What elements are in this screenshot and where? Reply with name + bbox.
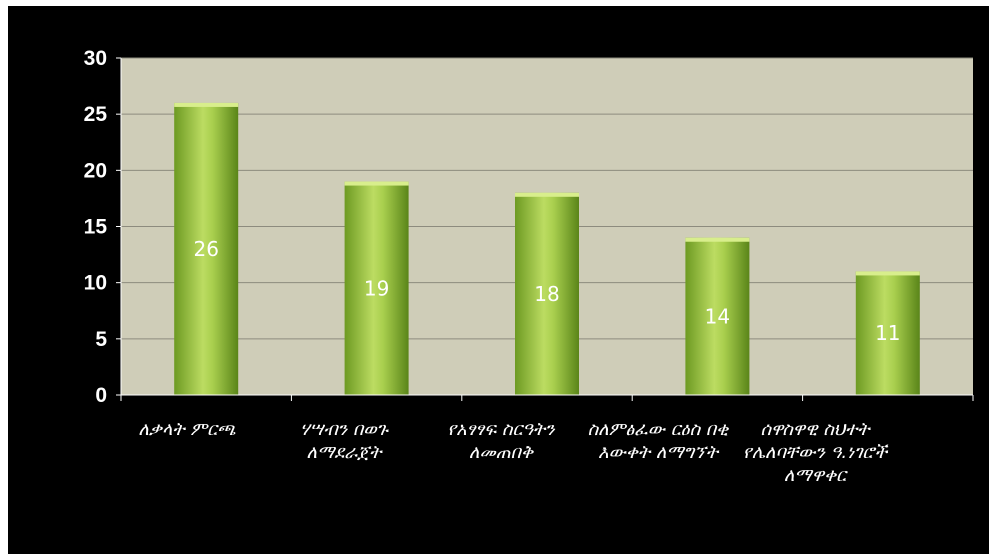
chart-frame: 0 5 10 15 20 25 30 26 19 18 14 11 ለቃላት ምርጫ ሃሣብን በወ… <box>8 6 989 554</box>
bar <box>515 192 579 395</box>
data-label: 19 <box>364 276 389 300</box>
y-tick-label: 30 <box>84 47 107 70</box>
data-label: 14 <box>705 304 730 328</box>
bar <box>685 237 750 395</box>
bar <box>174 102 239 395</box>
data-label: 18 <box>534 282 559 306</box>
bar-top-highlight <box>855 271 920 276</box>
category-label: ለቃላት ምርጫ <box>138 419 236 440</box>
data-label: 26 <box>193 237 218 261</box>
category-label: ሰዋስዋዊ ስህተት የሌለባቸውን ዓ.ነገሮች ለማዋቀር <box>742 419 888 486</box>
y-tick-label: 25 <box>84 103 108 126</box>
bar-top-highlight <box>344 181 409 186</box>
data-label: 11 <box>875 321 900 345</box>
bar-top-highlight <box>515 192 579 197</box>
y-tick-label: 15 <box>84 216 108 239</box>
bar-chart: 0 5 10 15 20 25 30 26 19 18 14 11 <box>84 47 974 407</box>
category-label: የአፃፃፍ ስርዓትን ለመጠበቅ <box>447 419 555 463</box>
bar <box>344 181 409 395</box>
bar <box>855 271 920 395</box>
bar-top-highlight <box>685 237 750 242</box>
category-label: ስለምፅፈው ርዕስ በቂ እውቀት ለማግኘት <box>587 419 729 463</box>
y-tick-label: 5 <box>95 328 107 351</box>
y-tick-label: 10 <box>84 272 107 295</box>
y-tick-label: 0 <box>95 384 107 407</box>
category-label: ሃሣብን በወጉ ለማደራጀት <box>300 419 388 463</box>
bar-top-highlight <box>174 102 239 107</box>
y-tick-label: 20 <box>84 159 107 182</box>
